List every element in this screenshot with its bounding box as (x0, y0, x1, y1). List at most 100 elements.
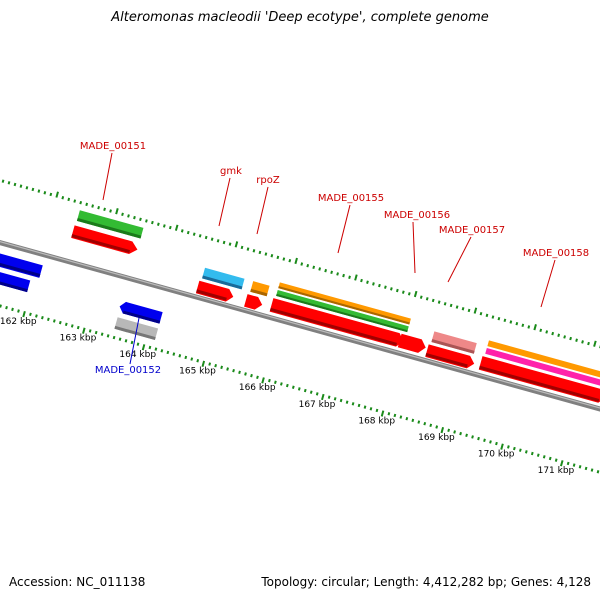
tick-mark (228, 242, 232, 246)
tick-mark (590, 468, 594, 472)
tick-mark (380, 410, 385, 417)
tick-mark (467, 308, 471, 313)
tick-mark (220, 365, 223, 370)
tick-mark (425, 297, 429, 301)
tick-mark (369, 407, 373, 411)
tick-mark (145, 219, 148, 223)
feature-cyan-gmk (202, 267, 245, 290)
tick-mark (336, 272, 339, 276)
tick-mark (324, 268, 328, 273)
tick-mark (22, 310, 26, 318)
tick-mark (274, 380, 277, 384)
tick-mark (88, 329, 92, 333)
tick-mark (136, 342, 140, 346)
tick-mark (354, 274, 358, 281)
reverse-features (0, 247, 163, 341)
tick-mark (459, 431, 462, 436)
tick-mark (357, 403, 361, 408)
tick-mark (85, 202, 89, 207)
tick-mark (67, 197, 71, 202)
tick-mark (521, 323, 525, 328)
tick-mark (333, 397, 337, 401)
tick-mark (133, 215, 136, 220)
gene-labels: MADE_00151MADE_00152gmkrpoZMADE_00155MAD… (80, 141, 589, 376)
tick-track-upper (1, 179, 600, 349)
tick-mark (503, 318, 507, 323)
tick-mark (465, 433, 468, 438)
tick-mark (554, 458, 558, 462)
genome-backbone (0, 234, 600, 422)
tick-mark (55, 191, 59, 198)
tick-mark (139, 217, 142, 221)
tick-mark (246, 247, 250, 251)
kbp-tick-label: 168 kbp (358, 416, 395, 426)
tick-mark (327, 395, 331, 399)
tick-mark (238, 370, 241, 375)
tick-mark (100, 332, 104, 336)
tick-mark (483, 438, 486, 442)
tick-mark (413, 290, 418, 298)
tick-mark (566, 461, 570, 466)
tick-mark (423, 421, 427, 426)
reverse-cds-00152-blue (119, 301, 163, 324)
tick-mark (154, 347, 158, 351)
tick-mark (551, 331, 555, 336)
cds-arrow-00158 (478, 356, 600, 403)
tick-mark (435, 425, 439, 429)
tick-mark (141, 344, 146, 351)
tick-mark (226, 367, 229, 371)
kbp-tick-label: 166 kbp (239, 383, 276, 393)
tick-mark (509, 320, 513, 324)
tick-mark (97, 205, 100, 210)
tick-mark (395, 288, 399, 293)
tick-mark (79, 200, 83, 205)
tick-mark (473, 307, 478, 314)
tick-mark (500, 443, 504, 450)
accession-label: Accession: NC_011138 (9, 575, 146, 589)
tick-mark (518, 448, 522, 452)
tick-mark (244, 372, 247, 376)
tick-mark (533, 324, 537, 331)
cds-arrow-00156 (397, 333, 426, 353)
tick-mark (461, 307, 465, 311)
tick-mark (297, 387, 301, 391)
genome-summary: Topology: circular; Length: 4,412,282 bp… (261, 575, 591, 589)
tick-mark (449, 303, 453, 308)
cds-arrow-gmk (195, 280, 234, 302)
gene-label-rpoz: rpoZ (256, 175, 280, 186)
gene-label-made_00158: MADE_00158 (523, 248, 589, 259)
forward-features (71, 210, 600, 403)
tick-mark (41, 315, 44, 320)
tick-mark (31, 187, 35, 192)
tick-mark (7, 181, 11, 185)
tick-mark (103, 207, 106, 212)
tick-mark (49, 192, 53, 197)
tick-mark (256, 375, 259, 380)
tick-mark (443, 302, 447, 306)
tick-mark (52, 319, 56, 323)
tick-mark (489, 440, 492, 444)
kbp-tick-label: 171 kbp (538, 466, 575, 476)
tick-mark (76, 325, 80, 330)
tick-mark (157, 222, 160, 226)
tick-mark (196, 359, 200, 363)
tick-mark (557, 333, 561, 337)
tick-mark (309, 390, 313, 394)
gene-leader-line (447, 236, 472, 283)
tick-mark (363, 405, 367, 409)
tick-mark (162, 224, 166, 228)
tick-mark (417, 420, 421, 424)
tick-mark (303, 388, 307, 393)
tick-mark (172, 352, 176, 356)
tick-mark (17, 309, 20, 313)
gene-leader-line (218, 177, 231, 227)
tick-mark (210, 237, 214, 241)
tick-mark (106, 334, 110, 338)
tick-mark (300, 262, 304, 266)
tick-mark (268, 378, 271, 383)
tick-mark (285, 383, 289, 388)
kbp-tick-label: 165 kbp (179, 367, 216, 377)
tick-mark (581, 340, 584, 344)
tick-mark (118, 337, 122, 341)
